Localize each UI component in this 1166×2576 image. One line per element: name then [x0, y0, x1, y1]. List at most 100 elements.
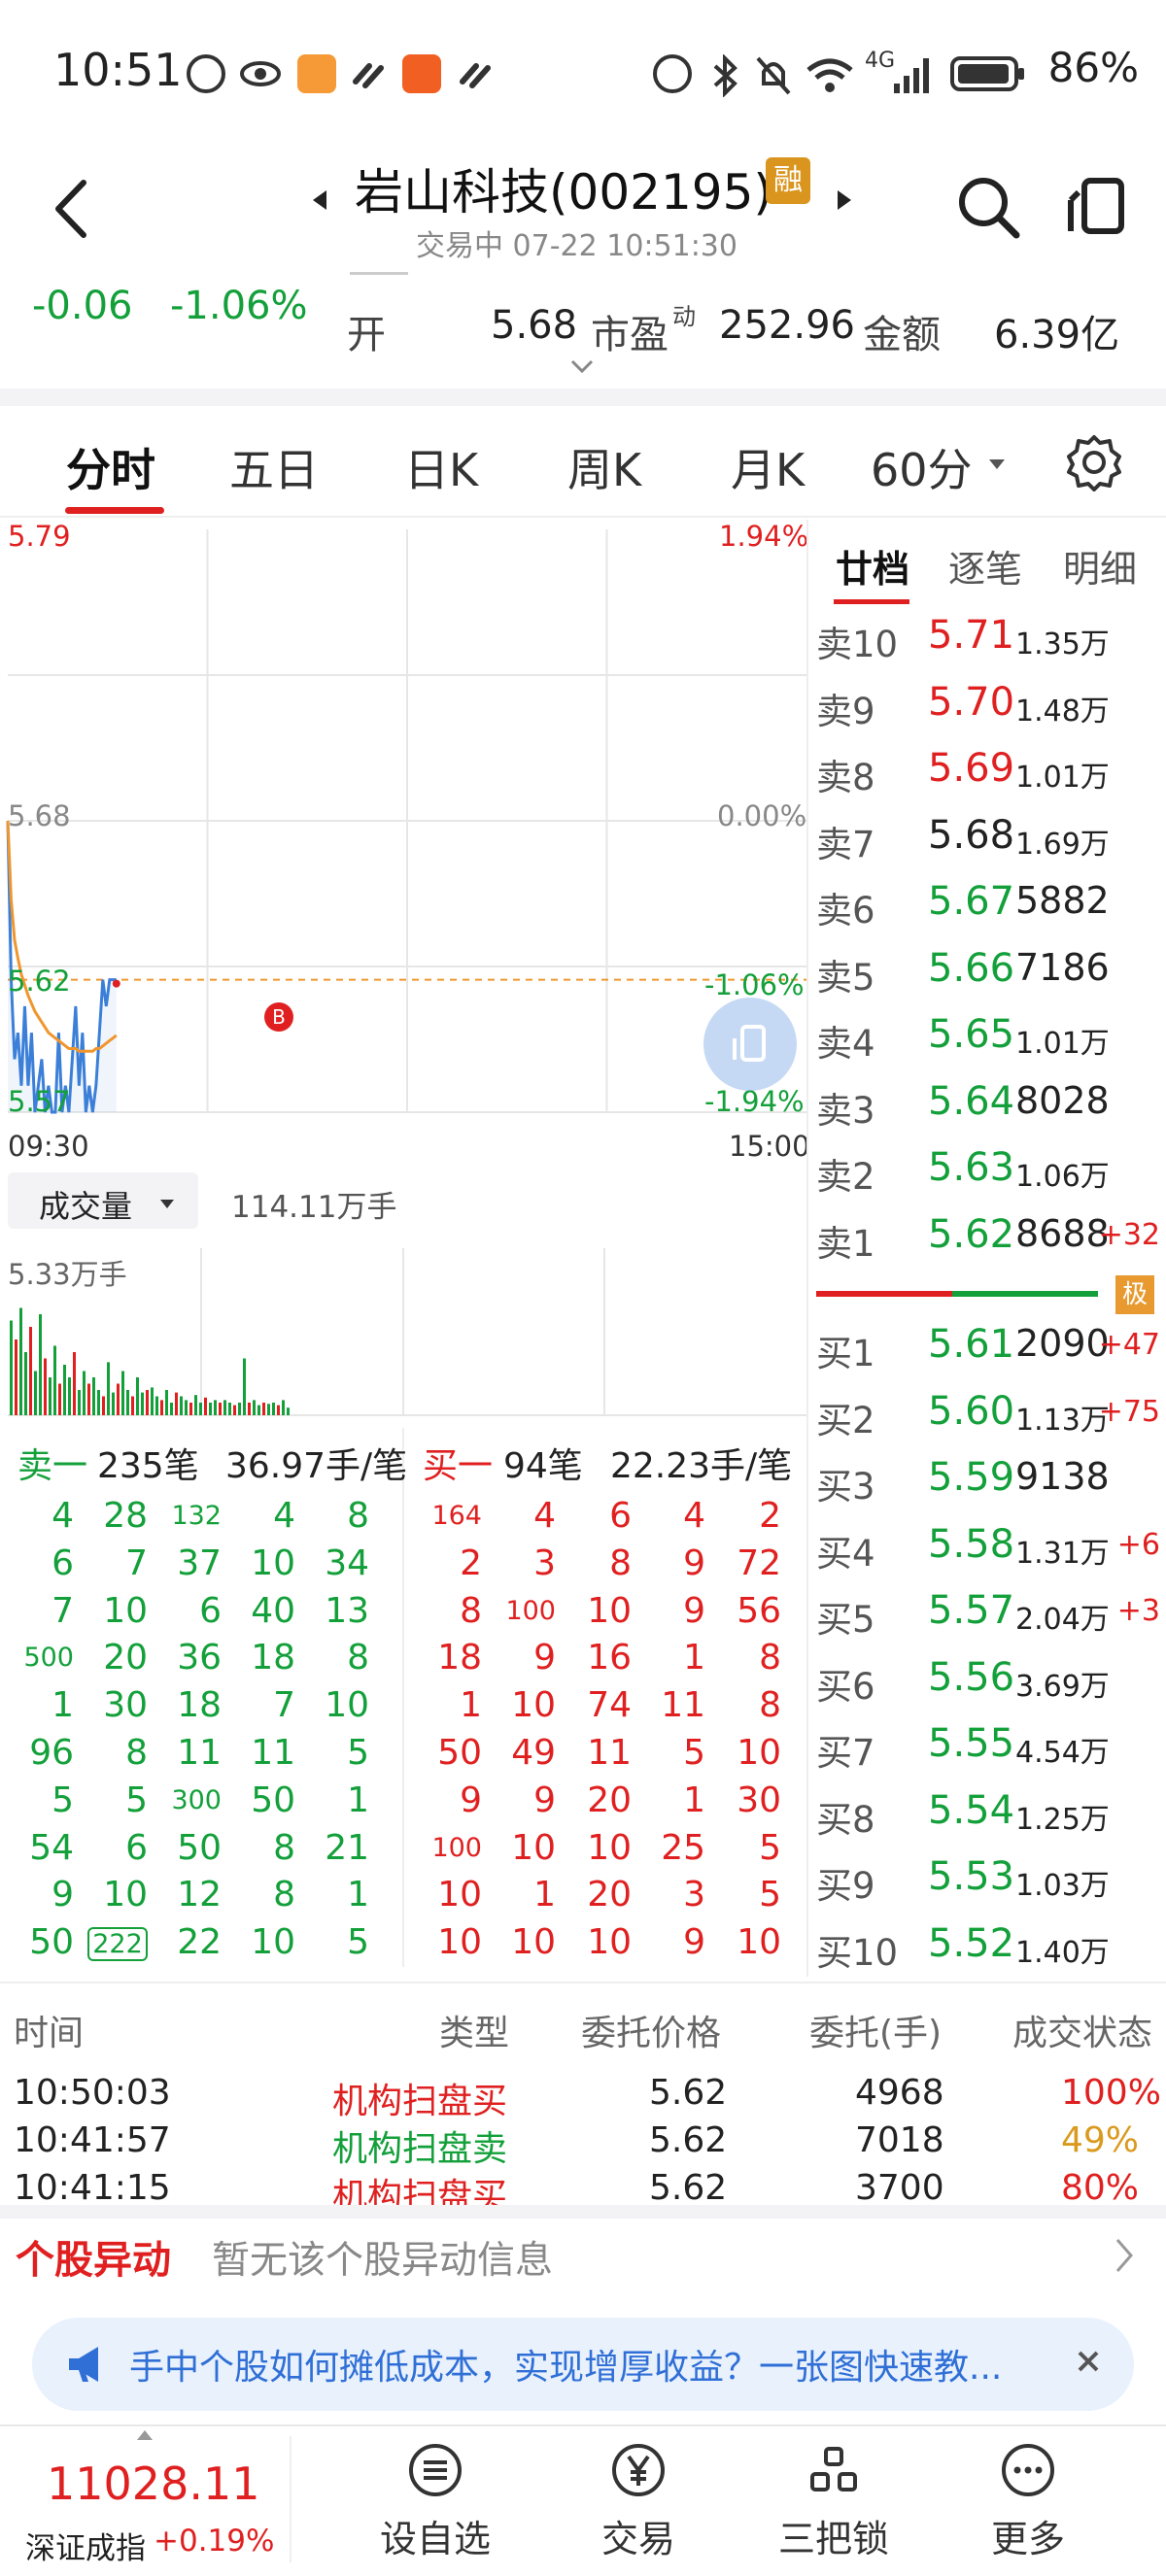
quote-strip: -0.06 -1.06% 开 5.68 市盈 动 252.96 金额 6.39亿: [0, 272, 1166, 389]
back-button[interactable]: [49, 175, 93, 243]
buy-marker[interactable]: B: [264, 1002, 293, 1032]
buy-queue-cell: 9: [683, 1590, 705, 1631]
amount-value: 6.39亿: [994, 313, 1120, 357]
sell-level-3[interactable]: 卖8 5.69 1.01万: [816, 738, 1166, 804]
col-type: 类型: [439, 2014, 510, 2053]
volume-bar: [107, 1362, 110, 1415]
sell-level-6[interactable]: 卖5 5.66 7186: [816, 938, 1166, 1004]
floating-share-button[interactable]: [703, 998, 797, 1091]
pe-label: 市盈: [591, 313, 669, 357]
book-level-label: 卖8: [816, 757, 875, 798]
anomaly-row[interactable]: 个股异动 暂无该个股异动信息: [0, 2205, 1166, 2302]
book-tab-detail[interactable]: 明细: [1063, 548, 1138, 591]
book-volume: 1.06万: [1015, 1160, 1110, 1194]
volume-max-label: 5.33万手: [8, 1258, 127, 1291]
book-volume: 1.69万: [1015, 827, 1110, 862]
buy-queue-cell: 8: [460, 1590, 482, 1631]
volume-bar: [287, 1407, 290, 1415]
volume-bar: [34, 1371, 37, 1415]
sell-queue-cell: 13: [325, 1590, 369, 1631]
nav-three-locks[interactable]: 三把锁: [761, 2441, 907, 2562]
search-icon[interactable]: [954, 173, 1022, 245]
book-volume: 1.25万: [1015, 1802, 1110, 1837]
list-icon: [409, 2444, 462, 2496]
sell-queue-cell: 10: [251, 1922, 295, 1963]
buy-queue-cell: 9: [460, 1779, 482, 1820]
buy-level-8[interactable]: 买8 5.54 1.25万: [816, 1780, 1166, 1847]
pct-label-current: -1.06%: [704, 968, 805, 1001]
sell-level-5[interactable]: 卖6 5.67 5882: [816, 871, 1166, 937]
nav-trade[interactable]: 交易: [566, 2441, 711, 2562]
tab-dropdown-icon[interactable]: [987, 457, 1007, 475]
volume-bar: [219, 1403, 222, 1415]
lock-group-icon: [810, 2447, 857, 2491]
sell-level-1[interactable]: 卖10 5.71 1.35万: [816, 605, 1166, 671]
buy-queue-cell: 1: [460, 1685, 482, 1726]
tab-monthly-k[interactable]: 月K: [731, 444, 806, 496]
trade-status: 80%: [1061, 2168, 1140, 2208]
buy-queue-cell: 10: [587, 1922, 632, 1963]
volume-bar: [39, 1314, 42, 1415]
volume-bar: [199, 1403, 202, 1415]
sell-level-9[interactable]: 卖2 5.63 1.06万: [816, 1137, 1166, 1203]
buy-level-4[interactable]: 买4 5.58 1.31万 +6: [816, 1514, 1166, 1580]
trade-price: 5.62: [649, 2120, 728, 2160]
buy-level-3[interactable]: 买3 5.59 9138: [816, 1447, 1166, 1513]
close-icon[interactable]: [1074, 2347, 1103, 2380]
sell-queue-cell: 6: [199, 1590, 222, 1631]
buy-queue-cell: 49: [511, 1733, 556, 1773]
book-volume: 8688: [1015, 1211, 1110, 1255]
sell-level-8[interactable]: 卖3 5.64 8028: [816, 1071, 1166, 1137]
gear-icon[interactable]: [1065, 433, 1123, 495]
sell-queue-cell: 7: [273, 1685, 295, 1726]
buy-queue-count: 94笔: [503, 1446, 583, 1486]
buy-level-9[interactable]: 买9 5.53 1.03万: [816, 1847, 1166, 1913]
book-change: +3: [1116, 1594, 1160, 1628]
sell-queue-cell: 5: [347, 1733, 369, 1773]
tab-60min[interactable]: 60分: [871, 444, 973, 496]
nav-more-label: 更多: [990, 2518, 1065, 2560]
buy-queue-cell: 74: [587, 1685, 632, 1726]
trade-row[interactable]: 10:41:57 机构扫盘卖 5.62 7018 49%: [0, 2120, 1166, 2169]
volume-bar: [262, 1403, 265, 1415]
buy-level-1[interactable]: 买1 5.61 2090 +47: [816, 1314, 1166, 1380]
tab-five-day[interactable]: 五日: [229, 444, 319, 496]
sell-level-4[interactable]: 卖7 5.68 1.69万: [816, 805, 1166, 871]
book-volume: 4.54万: [1015, 1736, 1110, 1770]
tab-intraday[interactable]: 分时: [66, 444, 155, 496]
buy-queue-cell: 50: [437, 1733, 482, 1773]
prev-stock-button[interactable]: [313, 190, 326, 210]
chevron-right-icon[interactable]: [1114, 2236, 1135, 2279]
buy-level-2[interactable]: 买2 5.60 1.13万 +75: [816, 1381, 1166, 1447]
book-tab-tick[interactable]: 逐笔: [948, 548, 1023, 591]
sell-level-2[interactable]: 卖9 5.70 1.48万: [816, 672, 1166, 738]
promo-banner[interactable]: 手中个股如何摊低成本，实现增厚收益？一张图快速教...: [32, 2318, 1134, 2411]
sell-level-7[interactable]: 卖4 5.65 1.01万: [816, 1004, 1166, 1070]
tab-daily-k[interactable]: 日K: [404, 444, 479, 496]
sell-queue-label: 卖一: [17, 1446, 88, 1486]
index-value[interactable]: 11028.11: [47, 2457, 260, 2510]
chevron-down-icon[interactable]: [568, 357, 596, 381]
sell-level-10[interactable]: 卖1 5.62 8688 +32: [816, 1204, 1166, 1271]
volume-selector[interactable]: 成交量: [8, 1172, 198, 1229]
buy-level-7[interactable]: 买7 5.55 4.54万: [816, 1713, 1166, 1779]
trade-row[interactable]: 10:50:03 机构扫盘买 5.62 4968 100%: [0, 2073, 1166, 2121]
sell-queue-cell: 7: [51, 1590, 74, 1631]
share-icon[interactable]: [1065, 175, 1127, 241]
buy-queue-cell: 8: [609, 1542, 632, 1583]
buy-level-6[interactable]: 买6 5.56 3.69万: [816, 1647, 1166, 1713]
sell-queue-avg: 36.97手/笔: [225, 1446, 408, 1486]
battery-icon: [950, 54, 1028, 93]
book-tab-20[interactable]: 廿档: [836, 548, 910, 591]
tab-weekly-k[interactable]: 周K: [567, 444, 642, 496]
next-stock-button[interactable]: [838, 190, 851, 210]
index-name[interactable]: 深证成指: [25, 2531, 146, 2566]
sell-queue-cell: 28: [103, 1496, 148, 1536]
nav-watchlist[interactable]: 设自选: [362, 2441, 508, 2562]
volume-bar: [141, 1392, 144, 1415]
buy-level-5[interactable]: 买5 5.57 2.04万 +3: [816, 1580, 1166, 1646]
sell-queue-cell: 11: [251, 1733, 295, 1773]
nav-more[interactable]: 更多: [955, 2441, 1101, 2562]
buy-level-10[interactable]: 买10 5.52 1.40万: [816, 1914, 1166, 1980]
anomaly-text: 暂无该个股异动信息: [212, 2239, 554, 2283]
